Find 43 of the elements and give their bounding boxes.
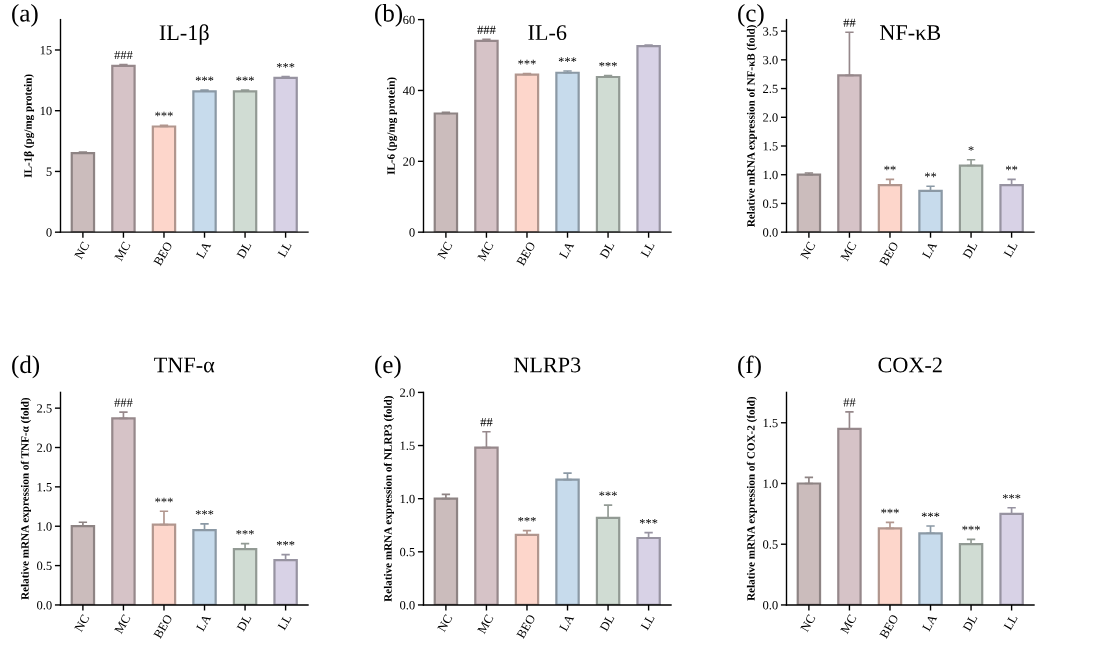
bar (796, 173, 822, 233)
bar (918, 532, 943, 605)
bar (232, 547, 258, 605)
bar (474, 39, 499, 233)
chart-title: NF-κB (879, 25, 941, 40)
bar (636, 45, 661, 233)
text: (e) (375, 355, 401, 379)
bar (232, 90, 258, 233)
bar (111, 417, 136, 605)
bar (433, 497, 459, 605)
bar (192, 90, 217, 233)
bar (70, 525, 96, 605)
bar (999, 512, 1024, 605)
bar (595, 75, 621, 233)
bar (111, 64, 136, 233)
bar (999, 183, 1024, 233)
bar (555, 478, 580, 605)
bar (192, 529, 217, 605)
bar (918, 189, 943, 233)
text: (c) (738, 4, 764, 27)
bar (636, 536, 661, 605)
text: (a) (12, 4, 38, 27)
text: (b) (375, 4, 403, 27)
chart-title: IL-6 (528, 25, 567, 41)
bar (877, 527, 903, 605)
chart-title: TNF-α (154, 357, 215, 373)
bar (958, 543, 984, 605)
bar (433, 112, 459, 233)
text: (f) (738, 355, 761, 379)
bar (273, 76, 298, 233)
bar (151, 125, 177, 233)
bar (796, 482, 822, 605)
bar (877, 183, 903, 233)
chart-title: NLRP3 (513, 357, 581, 373)
bar (70, 152, 96, 233)
chart-title: COX-2 (878, 357, 942, 373)
text: (d) (12, 355, 40, 379)
bar (514, 73, 540, 233)
bar (958, 164, 984, 233)
bar (514, 533, 540, 605)
bar (555, 71, 580, 233)
bar (273, 558, 298, 605)
chart-title: IL-1β (159, 24, 209, 45)
